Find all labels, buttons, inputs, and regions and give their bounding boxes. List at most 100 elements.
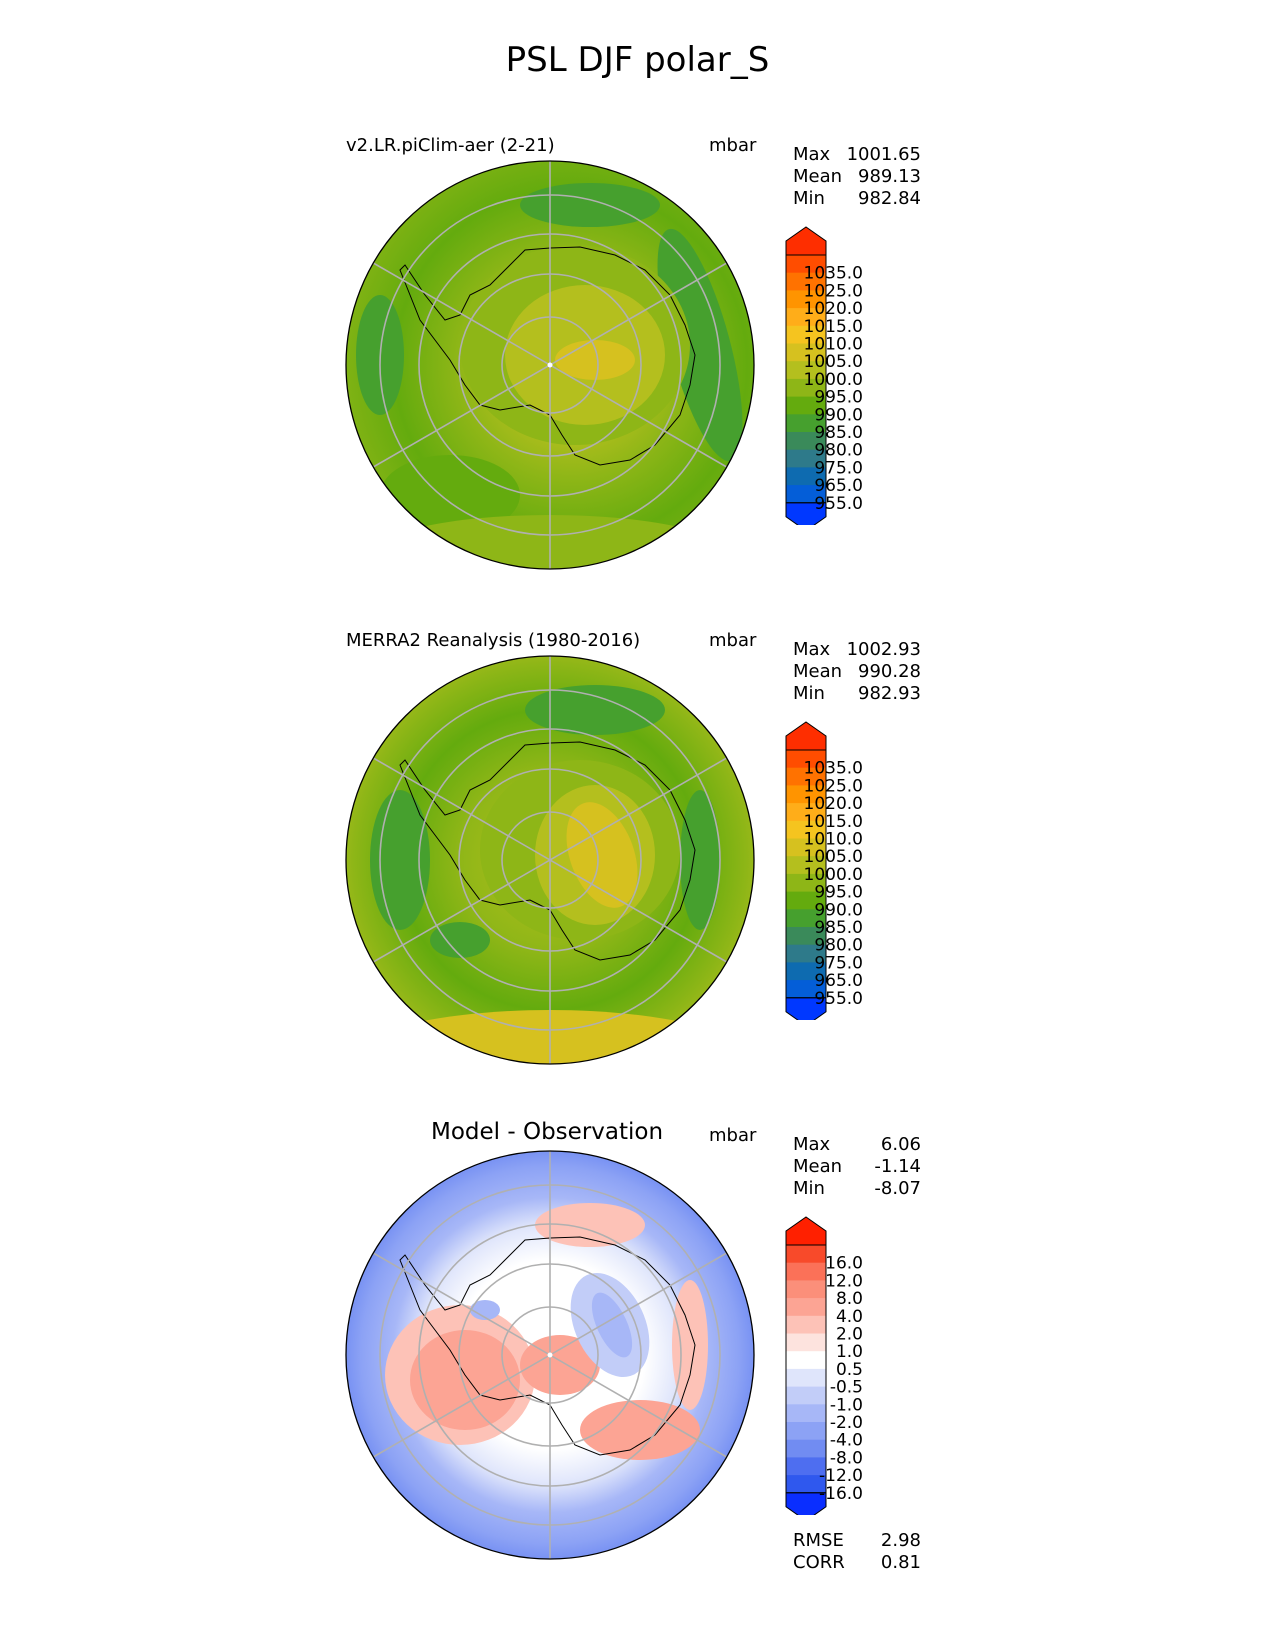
stat-label: Mean — [793, 1156, 843, 1177]
stat-label: Mean — [793, 661, 843, 682]
colorbar-tick-label: 1025.0 — [804, 776, 863, 796]
colorbar-segment — [786, 325, 826, 344]
colorbar-tick-label: 980.0 — [814, 441, 863, 461]
colorbar-tick-label: 965.0 — [814, 971, 863, 991]
stat-value: -1.14 — [874, 1156, 921, 1177]
panel-title: Model - Observation — [431, 1119, 664, 1145]
colorbar-tick-label: 975.0 — [814, 953, 863, 973]
stat-value: 989.13 — [858, 166, 921, 187]
stat-value: 0.81 — [880, 1552, 921, 1573]
stat-value: -8.07 — [874, 1178, 921, 1199]
panel-units: mbar — [709, 630, 757, 651]
stats-box: Max 1001.65 Mean 989.13 Min 982.84 — [793, 144, 921, 210]
colorbar-segment — [786, 873, 826, 893]
colorbar-segment — [786, 1422, 826, 1441]
colorbar-segment — [786, 856, 826, 875]
colorbar-extend-max — [785, 1216, 827, 1246]
colorbar-tick-label: 985.0 — [814, 423, 863, 443]
colorbar-tick-label: 1035.0 — [804, 264, 863, 284]
colorbar-segment — [786, 820, 826, 839]
low-pressure-region — [525, 685, 665, 735]
stat-value: 2.98 — [880, 1530, 921, 1551]
colorbar-segment — [786, 803, 826, 822]
colorbar-segment — [786, 1298, 826, 1317]
colorbar-tick-label: 2.0 — [836, 1325, 863, 1345]
positive-anomaly — [535, 1203, 645, 1247]
colorbar-segment — [786, 980, 826, 999]
colorbar-psl: 1035.01025.01020.01015.01010.01005.01000… — [785, 721, 863, 1020]
colorbar-tick-label: 1025.0 — [804, 281, 863, 301]
colorbar-segment — [786, 785, 826, 804]
colorbar-tick-label: -2.0 — [830, 1413, 863, 1433]
positive-anomaly — [580, 1400, 700, 1460]
colorbar-segment — [786, 290, 826, 309]
colorbar-tick-label: -8.0 — [830, 1448, 863, 1468]
colorbar-tick-label: 990.0 — [814, 900, 863, 920]
colorbar-psl: 1035.01025.01020.01015.01010.01005.01000… — [785, 226, 863, 525]
colorbar-segment — [786, 1280, 826, 1299]
colorbar-tick-label: 995.0 — [814, 883, 863, 903]
colorbar-segment — [786, 909, 826, 928]
stat-label: CORR — [793, 1552, 845, 1573]
stat-label: Max — [793, 1134, 831, 1155]
colorbar-extend-max — [785, 226, 827, 256]
colorbar-segment — [786, 927, 826, 946]
colorbar-tick-label: 1.0 — [836, 1342, 863, 1362]
colorbar-tick-label: 1010.0 — [804, 830, 863, 850]
colorbar-segment — [786, 1262, 826, 1281]
colorbar-tick-label: 1020.0 — [804, 299, 863, 319]
colorbar-segment — [786, 308, 826, 327]
colorbar-segment — [786, 414, 826, 433]
colorbar-tick-label: 12.0 — [825, 1271, 863, 1291]
colorbar-segment — [786, 255, 826, 274]
panel-units: mbar — [709, 135, 757, 156]
colorbar-segment — [786, 1404, 826, 1423]
colorbar-tick-label: 990.0 — [814, 405, 863, 425]
colorbar-segment — [786, 750, 826, 769]
colorbar-segment — [786, 343, 826, 362]
colorbar-tick-label: -12.0 — [819, 1466, 863, 1486]
panel-units: mbar — [709, 1125, 757, 1146]
panel-title: v2.LR.piClim-aer (2-21) — [346, 135, 555, 156]
colorbar-tick-label: 1015.0 — [804, 317, 863, 337]
colorbar-tick-label: 1035.0 — [804, 759, 863, 779]
low-pressure-region — [680, 790, 720, 930]
colorbar-tick-label: 8.0 — [836, 1289, 863, 1309]
colorbar-tick-label: 1010.0 — [804, 335, 863, 355]
colorbar-segment — [786, 891, 826, 910]
colorbar-extend-max — [785, 721, 827, 751]
colorbar-segment — [786, 1368, 826, 1388]
colorbar-diff: 16.012.08.04.02.01.00.5-0.5-1.0-2.0-4.0-… — [785, 1216, 863, 1515]
colorbar-segment — [786, 1386, 826, 1405]
graticule — [372, 656, 728, 1064]
colorbar-tick-label: 16.0 — [825, 1254, 863, 1274]
stat-label: RMSE — [793, 1530, 844, 1551]
stat-label: Max — [793, 144, 831, 165]
colorbar-segment — [786, 396, 826, 415]
colorbar-tick-label: 1000.0 — [804, 865, 863, 885]
stat-value: 6.06 — [880, 1134, 921, 1155]
colorbar-tick-label: 1005.0 — [804, 352, 863, 372]
colorbar-segment — [786, 485, 826, 504]
colorbar-tick-label: 1000.0 — [804, 370, 863, 390]
colorbar-segment — [786, 272, 826, 291]
colorbar-segment — [786, 467, 826, 486]
panel-difference: Model - Observation mbar Max 6.06 Mean -1.… — [0, 1119, 1275, 1615]
colorbar-tick-label: 4.0 — [836, 1307, 863, 1327]
stat-label: Min — [793, 1178, 825, 1199]
colorbar-tick-label: 955.0 — [814, 494, 863, 514]
colorbar-segment — [786, 449, 826, 468]
colorbar-segment — [786, 1475, 826, 1494]
colorbar-segment — [786, 1315, 826, 1334]
colorbar-tick-label: -0.5 — [830, 1378, 863, 1398]
colorbar-segment — [786, 962, 826, 981]
stats-box: Max 6.06 Mean -1.14 Min -8.07 — [793, 1134, 921, 1200]
stat-value: 1001.65 — [846, 144, 921, 165]
stat-label: Min — [793, 188, 825, 209]
figure-title: PSL DJF polar_S — [505, 40, 770, 80]
stat-label: Mean — [793, 166, 843, 187]
colorbar-segment — [786, 432, 826, 451]
colorbar-tick-label: -16.0 — [819, 1484, 863, 1504]
colorbar-tick-label: 965.0 — [814, 476, 863, 496]
colorbar-segment — [786, 1245, 826, 1264]
